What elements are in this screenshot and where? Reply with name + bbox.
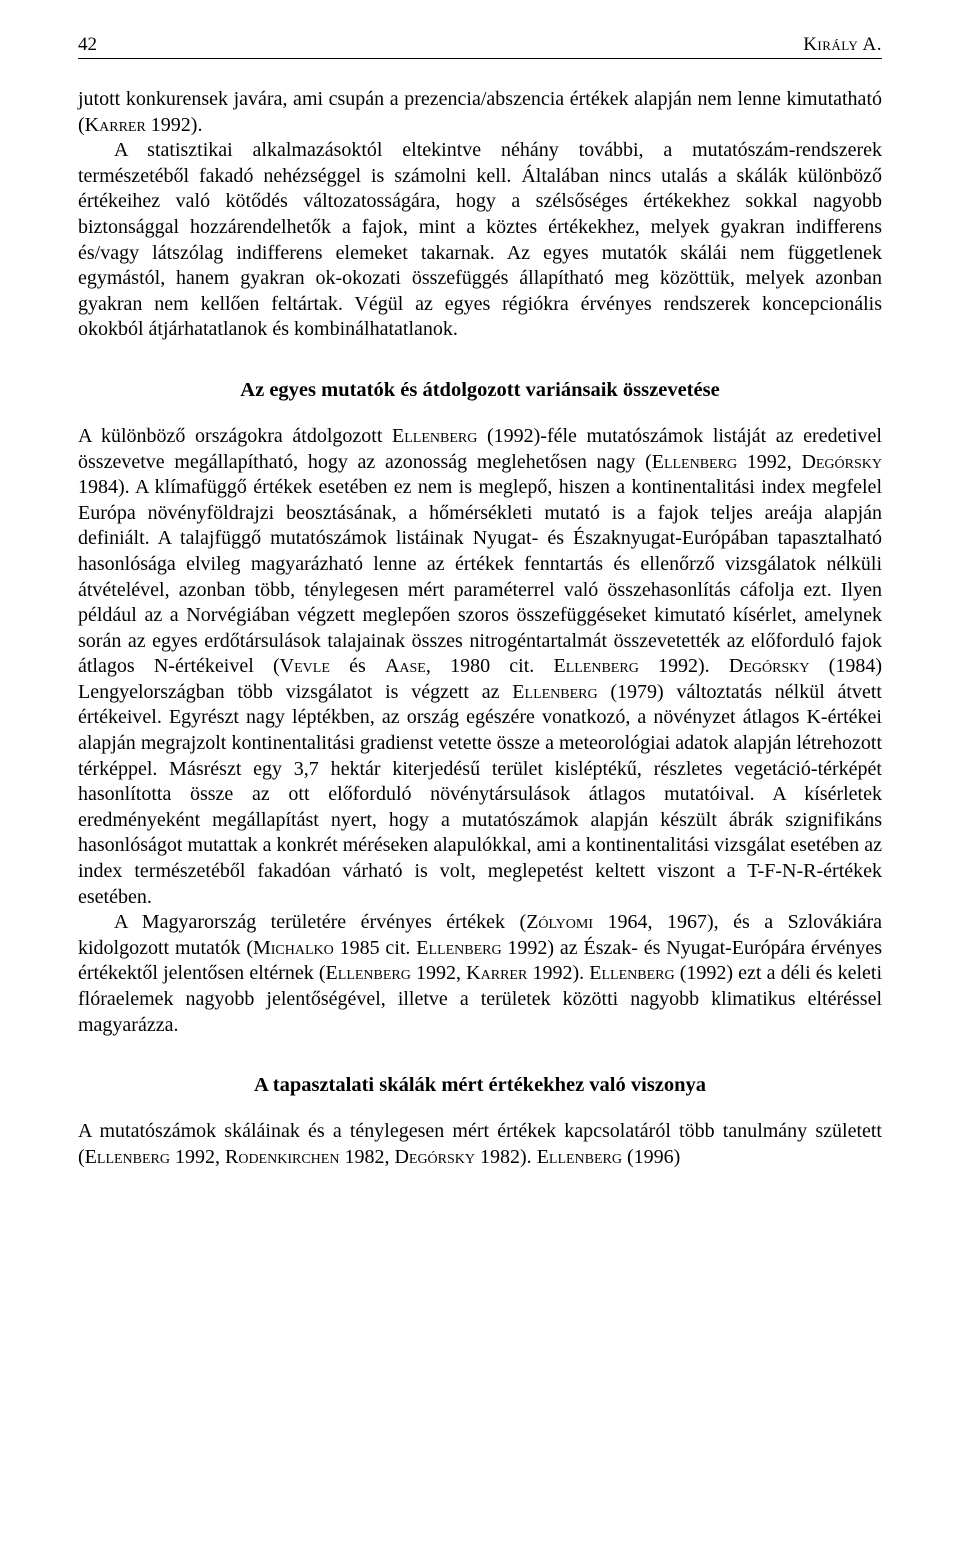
running-head: 42 Király A. xyxy=(78,34,882,56)
paragraph-1: jutott konkurensek javára, ami csupán a … xyxy=(78,87,882,138)
paragraph-5: A mutatószámok skáláinak és a ténylegese… xyxy=(78,1119,882,1170)
page-number: 42 xyxy=(78,34,97,56)
section-heading-1: Az egyes mutatók és átdolgozott variánsa… xyxy=(78,379,882,402)
paragraph-3: A különböző országokra átdolgozott Ellen… xyxy=(78,424,882,910)
page: 42 Király A. jutott konkurensek javára, … xyxy=(0,0,960,1541)
paragraph-2: A statisztikai alkalmazásoktól eltekintv… xyxy=(78,138,882,343)
paragraph-4: A Magyarország területére érvényes érték… xyxy=(78,910,882,1038)
header-rule xyxy=(78,58,882,59)
section-heading-2: A tapasztalati skálák mért értékekhez va… xyxy=(78,1074,882,1097)
running-author: Király A. xyxy=(803,34,882,56)
